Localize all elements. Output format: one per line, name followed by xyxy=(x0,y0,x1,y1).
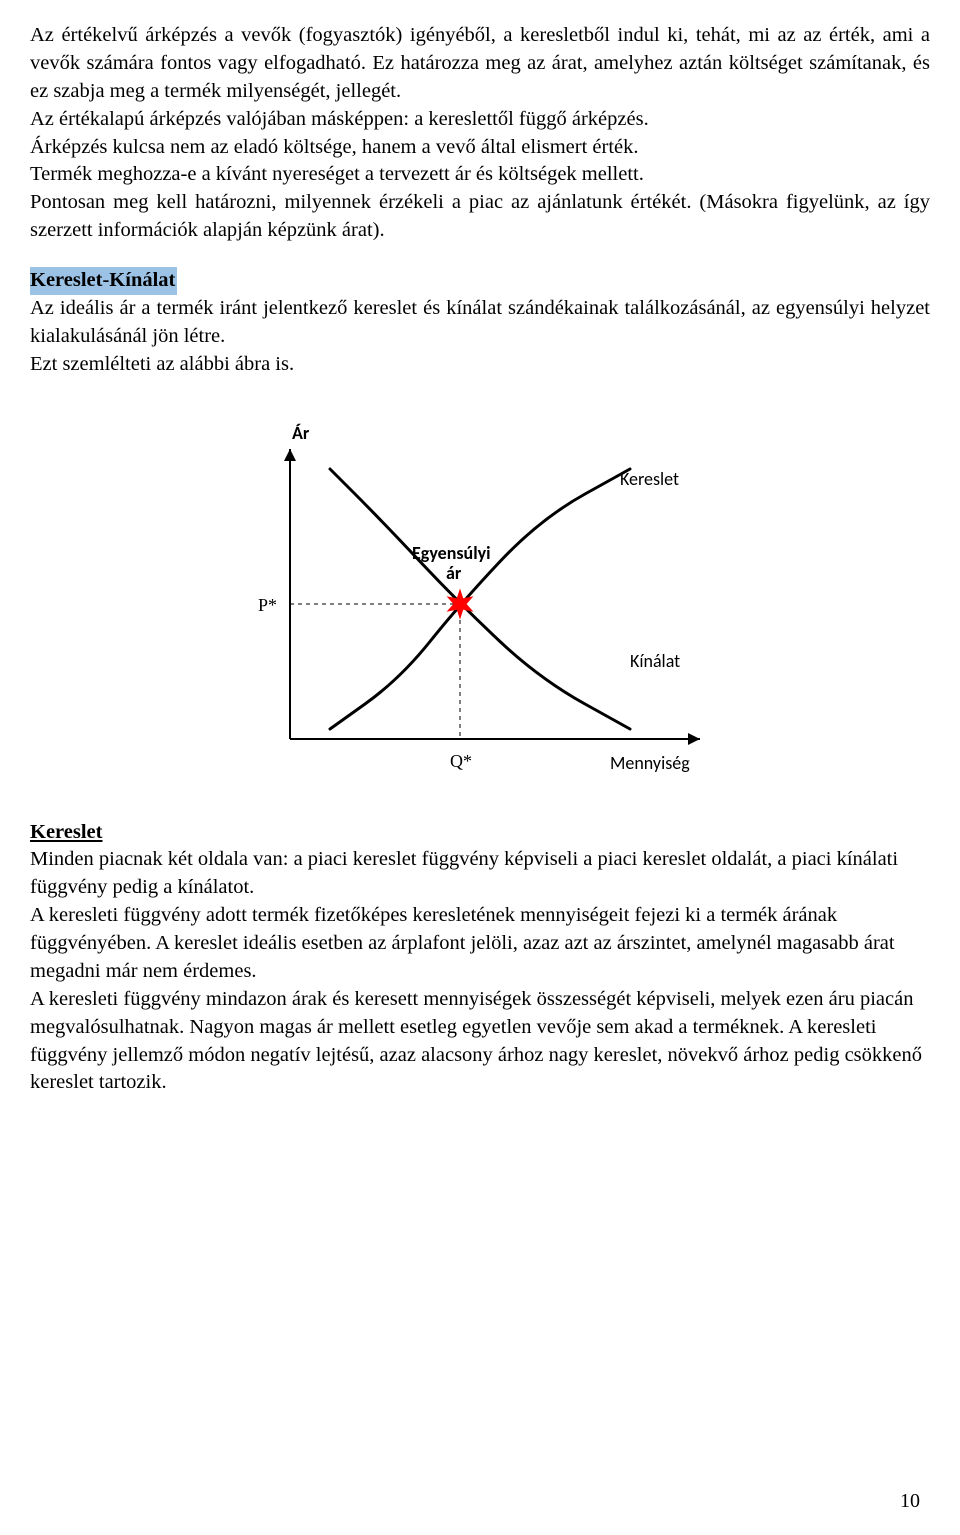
demand-label: Kereslet xyxy=(620,467,679,491)
page-root: Az értékelvű árképzés a vevők (fogyasztó… xyxy=(0,0,960,1535)
y-axis-label: Ár xyxy=(292,421,309,445)
section2-title-text: Kereslet xyxy=(30,821,102,843)
intro-p4: Termék meghozza-e a kívánt nyereséget a … xyxy=(30,161,930,189)
x-axis-label: Mennyiség xyxy=(610,751,690,775)
section1-caption: Ezt szemlélteti az alábbi ábra is. xyxy=(30,351,930,379)
section2-p3: A keresleti függvény mindazon árak és ke… xyxy=(30,986,930,1098)
intro-p5: Pontosan meg kell határozni, milyennek é… xyxy=(30,189,930,245)
intro-p2: Az értékalapú árképzés valójában másképp… xyxy=(30,106,930,134)
intro-p1: Az értékelvű árképzés a vevők (fogyasztó… xyxy=(30,22,930,106)
equilibrium-chart: Ár Kereslet Egyensúlyi ár P* Kínálat Q* … xyxy=(200,409,760,789)
section2-title: Kereslet xyxy=(30,819,930,847)
section1-body: Az ideális ár a termék iránt jelentkező … xyxy=(30,295,930,351)
section1-title: Kereslet-Kínálat xyxy=(30,267,177,295)
section2-p2: A keresleti függvény adott termék fizető… xyxy=(30,902,930,986)
equilibrium-label-bottom: ár xyxy=(446,561,461,585)
intro-p3: Árképzés kulcsa nem az eladó költsége, h… xyxy=(30,134,930,162)
chart-svg xyxy=(200,409,760,789)
q-star-label: Q* xyxy=(450,749,472,773)
supply-label: Kínálat xyxy=(630,649,680,673)
p-star-label: P* xyxy=(258,593,277,617)
page-number: 10 xyxy=(900,1488,920,1515)
section2-p1: Minden piacnak két oldala van: a piaci k… xyxy=(30,846,930,902)
